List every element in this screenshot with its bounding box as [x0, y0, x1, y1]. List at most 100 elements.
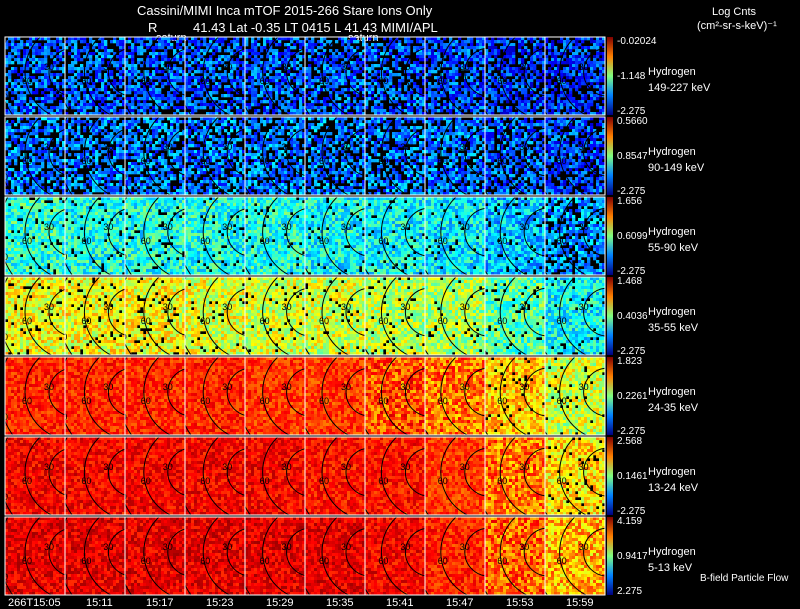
- heatmap-cell: [131, 123, 135, 127]
- heatmap-cell: [116, 138, 120, 142]
- heatmap-cell: [146, 177, 150, 181]
- heatmap-cell: [8, 144, 12, 148]
- heatmap-cell: [209, 120, 213, 124]
- heatmap-cell: [161, 94, 165, 98]
- heatmap-cell: [227, 153, 231, 157]
- heatmap-cell: [230, 61, 234, 65]
- heatmap-cell: [74, 46, 78, 50]
- heatmap-cell: [131, 147, 135, 151]
- heatmap-cell: [137, 76, 141, 80]
- heatmap-cell: [479, 46, 483, 50]
- heatmap-cell: [98, 61, 102, 65]
- heatmap-cell: [539, 103, 543, 107]
- heatmap-cell: [29, 144, 33, 148]
- heatmap-cell: [404, 94, 408, 98]
- heatmap-cell: [116, 112, 120, 115]
- heatmap-cell: [596, 82, 600, 86]
- heatmap-cell: [110, 40, 114, 44]
- heatmap-cell: [83, 186, 87, 190]
- heatmap-cell: [44, 94, 48, 98]
- heatmap-cell: [98, 117, 102, 121]
- heatmap-cell: [509, 49, 513, 53]
- heatmap-cell: [35, 37, 39, 41]
- heatmap-cell: [131, 58, 135, 62]
- heatmap-cell: [587, 109, 591, 113]
- heatmap-cell: [284, 37, 288, 41]
- heatmap-cell: [512, 79, 516, 83]
- heatmap-cell: [209, 165, 213, 169]
- heatmap-cell: [53, 123, 57, 127]
- heatmap-cell: [149, 43, 153, 47]
- heatmap-cell: [182, 58, 185, 62]
- heatmap-cell: [581, 79, 585, 83]
- heatmap-cell: [47, 120, 51, 124]
- heatmap-cell: [23, 76, 27, 80]
- heatmap-cell: [599, 58, 603, 62]
- heatmap-cell: [80, 153, 84, 157]
- heatmap-cell: [278, 40, 282, 44]
- heatmap-cell: [200, 135, 204, 139]
- heatmap-cell: [77, 162, 81, 166]
- heatmap-cell: [218, 126, 222, 130]
- heatmap-cell: [104, 109, 108, 113]
- heatmap-cell: [65, 174, 69, 178]
- heatmap-cell: [134, 94, 138, 98]
- heatmap-cell: [572, 85, 576, 89]
- heatmap-cell: [185, 64, 189, 68]
- heatmap-cell: [218, 153, 222, 157]
- heatmap-cell: [161, 64, 165, 68]
- heatmap-cell: [104, 123, 108, 127]
- heatmap-cell: [353, 79, 357, 83]
- heatmap-cell: [74, 88, 78, 92]
- heatmap-cell: [185, 183, 189, 187]
- heatmap-cell: [482, 82, 485, 86]
- heatmap-cell: [38, 120, 42, 124]
- heatmap-cell: [65, 192, 69, 195]
- heatmap-cell: [389, 43, 393, 47]
- heatmap-cell: [344, 46, 348, 50]
- heatmap-cell: [53, 40, 57, 44]
- heatmap-cell: [116, 153, 120, 157]
- heatmap-cell: [224, 79, 228, 83]
- heatmap-cell: [455, 70, 459, 74]
- contour-label: 90: [117, 172, 127, 182]
- heatmap-cell: [14, 162, 18, 166]
- heatmap-cell: [92, 52, 96, 56]
- heatmap-cell: [77, 103, 81, 107]
- heatmap-cell: [242, 183, 245, 187]
- heatmap-cell: [272, 52, 276, 56]
- heatmap-cell: [68, 97, 72, 101]
- heatmap-cell: [242, 73, 245, 77]
- heatmap-cell: [212, 91, 216, 95]
- heatmap-cell: [419, 94, 423, 98]
- heatmap-cell: [113, 109, 117, 113]
- heatmap-cell: [20, 189, 24, 193]
- heatmap-cell: [245, 37, 249, 41]
- heatmap-cell: [497, 64, 501, 68]
- heatmap-cell: [266, 52, 270, 56]
- heatmap-cell: [116, 126, 120, 130]
- heatmap-cell: [275, 58, 279, 62]
- heatmap-cell: [20, 141, 24, 145]
- heatmap-cell: [581, 52, 585, 56]
- heatmap-cell: [227, 103, 231, 107]
- heatmap-cell: [20, 174, 24, 178]
- heatmap-cell: [326, 58, 330, 62]
- heatmap-cell: [254, 117, 258, 121]
- heatmap-cell: [551, 76, 555, 80]
- heatmap-cell: [287, 70, 291, 74]
- heatmap-cell: [68, 76, 72, 80]
- heatmap-cell: [185, 88, 189, 92]
- heatmap-cell: [41, 91, 45, 95]
- heatmap-cell: [44, 138, 48, 142]
- heatmap-cell: [71, 61, 75, 65]
- heatmap-cell: [215, 103, 219, 107]
- heatmap-cell: [8, 103, 12, 107]
- heatmap-cell: [554, 82, 558, 86]
- heatmap-cell: [218, 171, 222, 175]
- heatmap-cell: [110, 76, 114, 80]
- heatmap-cell: [137, 159, 141, 163]
- heatmap-cell: [374, 55, 378, 59]
- heatmap-cell: [524, 76, 528, 80]
- heatmap-cell: [548, 79, 552, 83]
